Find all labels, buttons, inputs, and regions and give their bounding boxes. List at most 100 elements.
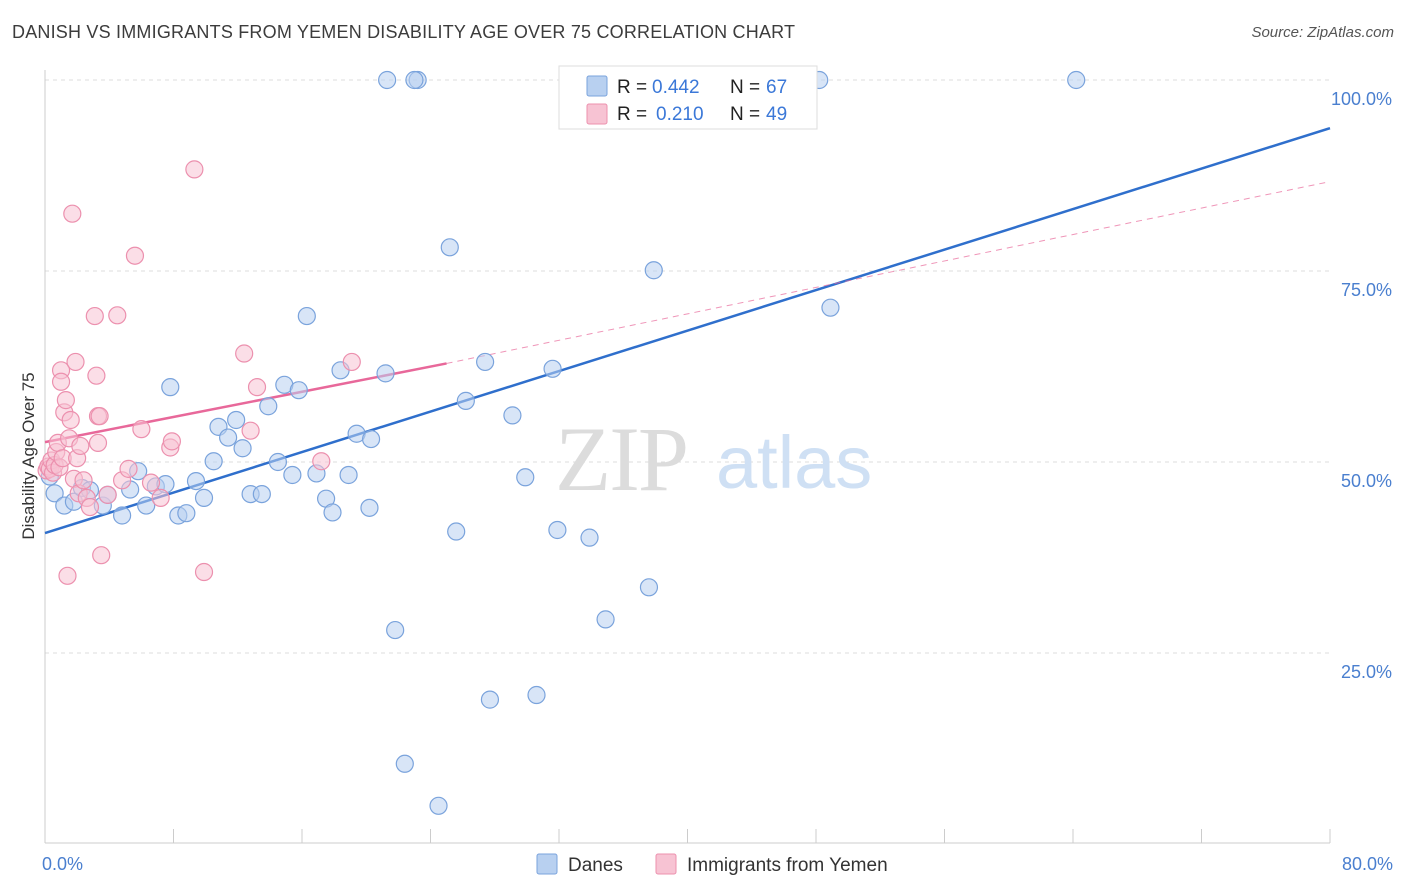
- data-point-yemen: [85, 306, 104, 326]
- legend-swatch-danes: [586, 75, 608, 97]
- data-point-yemen: [241, 421, 260, 440]
- data-point-danes: [1067, 70, 1086, 90]
- data-point-danes: [233, 439, 252, 458]
- data-point-danes: [639, 578, 659, 597]
- data-point-danes: [476, 352, 495, 372]
- data-point-yemen: [58, 566, 77, 585]
- data-point-yemen: [61, 410, 80, 430]
- data-point-danes: [456, 391, 475, 410]
- legend-n-label-yemen: N =: [730, 104, 760, 125]
- bottom-legend-swatch-yemen: [655, 853, 677, 875]
- data-point-yemen: [125, 246, 145, 265]
- data-point-danes: [360, 498, 379, 517]
- series-legend: Danes Immigrants from Yemen: [536, 853, 888, 876]
- data-point-yemen: [151, 488, 170, 508]
- data-point-danes: [259, 397, 278, 416]
- trend-line-danes: [44, 126, 1331, 535]
- source-credit: Source: ZipAtlas.com: [1251, 24, 1394, 41]
- legend-n-label-danes: N =: [730, 77, 760, 98]
- data-point-danes: [516, 468, 535, 487]
- data-point-danes: [378, 70, 397, 90]
- data-point-yemen: [235, 344, 254, 363]
- data-point-yemen: [56, 391, 75, 410]
- bottom-legend-swatch-danes: [536, 853, 558, 875]
- legend-r-value-danes: 0.442: [652, 77, 700, 98]
- bottom-legend-label-danes: Danes: [568, 855, 623, 876]
- data-point-yemen: [162, 432, 181, 451]
- data-point-danes: [339, 465, 358, 485]
- data-point-danes: [227, 410, 246, 430]
- data-point-danes: [548, 520, 567, 540]
- legend-r-label-danes: R =: [617, 77, 647, 98]
- data-point-danes: [447, 522, 466, 541]
- correlation-legend: R = 0.442 N = 67 R = 0.210 N = 49: [558, 65, 818, 130]
- trend-lines: [44, 126, 1331, 535]
- data-point-danes: [177, 504, 196, 523]
- data-point-danes: [376, 364, 395, 383]
- y-tick-label: 50.0%: [1341, 471, 1392, 491]
- data-point-yemen: [185, 160, 204, 179]
- data-point-yemen: [98, 485, 117, 504]
- data-point-danes: [297, 306, 316, 326]
- data-point-yemen: [51, 372, 71, 391]
- data-point-yemen: [194, 562, 214, 582]
- data-point-danes: [405, 70, 424, 90]
- y-tick-label: 75.0%: [1341, 280, 1392, 300]
- data-point-danes: [503, 406, 522, 425]
- tick-labels: 25.0% 50.0% 75.0% 100.0% 0.0% 80.0%: [42, 89, 1393, 874]
- axes: [44, 70, 1331, 844]
- data-point-danes: [361, 429, 381, 449]
- data-point-danes: [527, 685, 546, 705]
- data-point-danes: [252, 484, 271, 504]
- data-point-danes: [543, 359, 562, 378]
- data-point-yemen: [119, 459, 138, 478]
- data-point-danes: [644, 261, 663, 280]
- legend-r-value-yemen: 0.210: [656, 104, 704, 125]
- bottom-legend-label-yemen: Immigrants from Yemen: [687, 855, 888, 876]
- data-point-danes: [386, 620, 405, 640]
- data-point-yemen: [108, 306, 127, 325]
- watermark-atlas: atlas: [716, 421, 872, 504]
- data-point-danes: [45, 484, 64, 503]
- data-point-danes: [219, 428, 238, 447]
- legend-n-value-yemen: 49: [766, 104, 787, 125]
- y-axis-label: Disability Age Over 75: [19, 372, 38, 539]
- data-point-yemen: [66, 352, 85, 372]
- trend-line-extension-yemen: [446, 181, 1331, 364]
- data-point-yemen: [80, 497, 100, 517]
- chart-title: DANISH VS IMMIGRANTS FROM YEMEN DISABILI…: [12, 22, 796, 42]
- data-point-yemen: [247, 378, 267, 397]
- data-point-yemen: [63, 204, 82, 223]
- data-point-danes: [440, 238, 459, 257]
- watermark: ZIP atlas: [555, 408, 872, 510]
- x-tick-label: 80.0%: [1342, 854, 1393, 874]
- data-point-yemen: [312, 452, 331, 471]
- legend-r-label-yemen: R =: [617, 104, 647, 125]
- data-point-danes: [137, 496, 156, 515]
- y-tick-label: 25.0%: [1341, 662, 1392, 682]
- data-point-yemen: [141, 473, 161, 492]
- data-point-danes: [161, 378, 180, 397]
- data-point-yemen: [71, 436, 90, 456]
- data-point-danes: [289, 381, 308, 400]
- data-point-yemen: [90, 407, 109, 426]
- watermark-zip: ZIP: [555, 408, 687, 510]
- legend-n-value-danes: 67: [766, 77, 787, 98]
- data-point-yemen: [87, 366, 106, 385]
- data-point-yemen: [342, 352, 361, 372]
- data-point-yemen: [92, 546, 111, 565]
- data-point-yemen: [88, 433, 108, 452]
- legend-swatch-yemen: [586, 103, 608, 125]
- x-tick-label: 0.0%: [42, 854, 83, 874]
- data-point-danes: [596, 610, 615, 629]
- data-point-danes: [821, 298, 840, 317]
- data-point-danes: [580, 528, 599, 547]
- data-point-yemen: [132, 420, 151, 439]
- data-point-danes: [194, 488, 214, 508]
- grid-lines: [45, 79, 1330, 654]
- data-point-danes: [323, 503, 342, 522]
- data-point-danes: [268, 452, 288, 472]
- data-point-danes: [112, 506, 132, 525]
- data-point-danes: [186, 472, 206, 491]
